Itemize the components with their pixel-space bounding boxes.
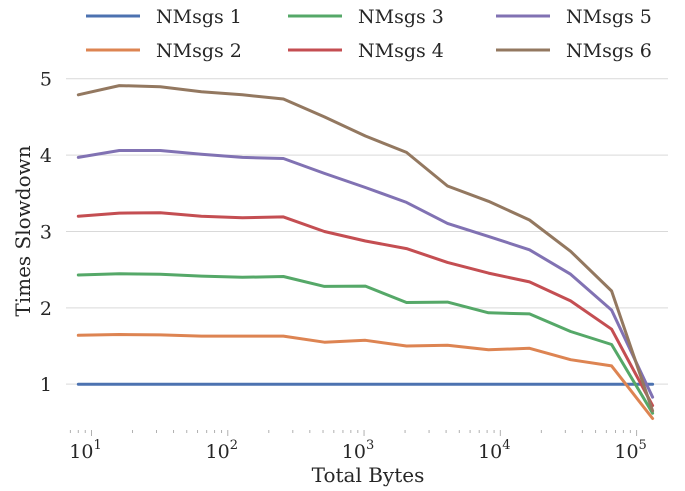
legend-label: NMsgs 4	[358, 40, 444, 62]
x-tick-label: 103	[342, 438, 374, 463]
x-tick-label: 102	[206, 438, 238, 463]
x-tick-label: 104	[478, 438, 510, 463]
y-tick-label: 2	[40, 298, 52, 320]
y-tick-label: 3	[40, 221, 52, 243]
y-tick-label: 4	[40, 145, 52, 167]
series-line-nmsgs-2	[76, 333, 655, 420]
series-lines	[76, 84, 655, 420]
y-axis-label: Times Slowdown	[11, 145, 35, 316]
series-line-nmsgs-4	[76, 211, 655, 408]
legend-label: NMsgs 5	[566, 6, 652, 28]
gridlines	[66, 78, 668, 385]
y-axis: 1 2 3 4 5	[40, 69, 52, 396]
x-tick-label: 101	[69, 438, 101, 463]
legend: NMsgs 1 NMsgs 2 NMsgs 3 NMsgs 4 NMsgs 5 NMsgs…	[86, 6, 652, 62]
y-tick-label: 1	[40, 374, 52, 396]
legend-label: NMsgs 3	[358, 6, 444, 28]
series-line-nmsgs-3	[76, 272, 655, 415]
legend-label: NMsgs 1	[156, 6, 242, 28]
x-axis-label: Total Bytes	[312, 463, 425, 487]
legend-label: NMsgs 2	[156, 40, 242, 62]
legend-label: NMsgs 6	[566, 40, 652, 62]
x-axis: 101 102 103 104 105	[69, 430, 647, 463]
x-tick-label: 105	[614, 438, 646, 463]
series-line-nmsgs-6	[76, 84, 655, 413]
y-tick-label: 5	[40, 69, 52, 91]
series-line-nmsgs-5	[76, 149, 655, 399]
